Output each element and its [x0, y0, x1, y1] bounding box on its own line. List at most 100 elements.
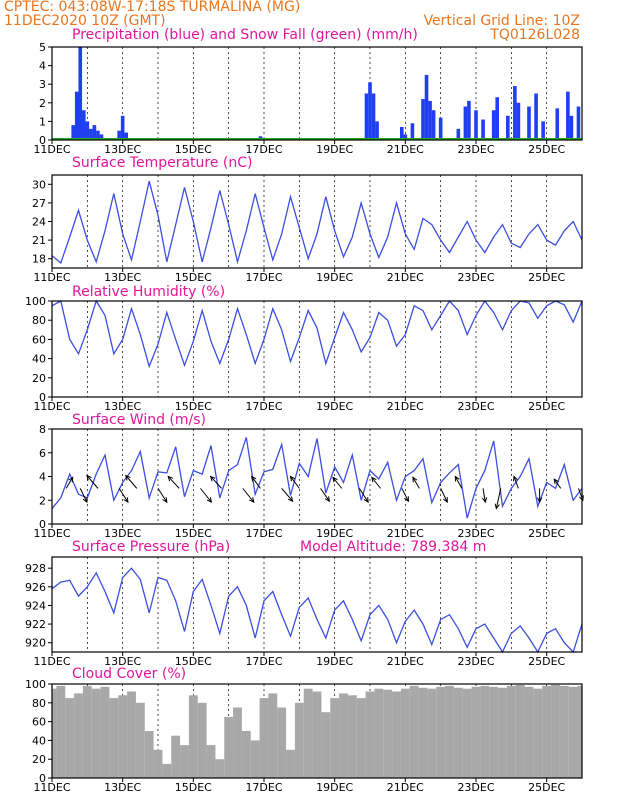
wind-arrow	[454, 476, 463, 489]
cloud-ytick-label: 60	[32, 716, 46, 729]
wind-arrow-head	[363, 497, 369, 504]
temperature-ytick-label: 27	[32, 197, 46, 210]
precip-bar	[71, 125, 75, 140]
wind-arrow-head	[289, 475, 296, 482]
humidity-series-line	[51, 299, 583, 369]
precip-bar	[463, 106, 468, 140]
cloud-frame	[51, 683, 583, 779]
wind-arrow	[513, 476, 519, 489]
wind-arrow-head	[167, 475, 174, 482]
cloud-ytick-label: 80	[32, 697, 46, 710]
wind-arrow	[440, 488, 448, 503]
temperature-ytick-label: 24	[32, 216, 46, 229]
cloud-cover-bar	[568, 686, 578, 778]
wind-arrow	[251, 476, 261, 489]
cloud-cover-bar	[321, 712, 331, 778]
panels: 0 1 2 3 4 5 11DEC 13DEC 15DEC 17DEC 19DEC 21DEC 23DE…	[25, 41, 584, 794]
precip-xtick-label: 25DEC	[528, 143, 565, 156]
pressure-xtick-label: 21DEC	[387, 655, 424, 668]
wind-arrow-head	[206, 497, 213, 504]
precip-bar	[371, 93, 376, 140]
wind-arrow-head	[371, 476, 377, 483]
wind-arrow	[412, 477, 420, 489]
cloud-cover-bar	[188, 695, 198, 778]
precip-bar	[375, 121, 379, 140]
wind-arrow-head	[404, 496, 409, 503]
cloud-cover-bar	[453, 687, 463, 778]
cloud-cover-bar	[515, 684, 525, 778]
humidity-xtick-label: 15DEC	[175, 400, 212, 413]
wind-arrow-head	[553, 478, 559, 485]
cloud-cover-bar	[383, 689, 393, 778]
precip-bar	[513, 86, 517, 140]
humidity-xtick-label: 11DEC	[33, 400, 70, 413]
precip-bar	[569, 115, 574, 140]
wind-arrow-head	[125, 474, 131, 481]
wind-xtick-label: 17DEC	[245, 527, 282, 540]
wind-arrow-head	[68, 476, 74, 483]
cloud-cover-bar	[250, 740, 260, 778]
cloud-cover-bar	[118, 695, 128, 778]
humidity-ytick-label: 20	[32, 372, 46, 385]
pressure-xtick-label: 23DEC	[457, 655, 494, 668]
temperature-frame	[51, 174, 583, 269]
cloud-xtick-label: 21DEC	[387, 781, 424, 794]
humidity-xtick-label: 19DEC	[316, 400, 353, 413]
precip-bar	[534, 93, 538, 140]
precip-bar	[491, 110, 496, 140]
precip-bar	[555, 108, 560, 140]
humidity-xtick-label: 25DEC	[528, 400, 565, 413]
temperature-xtick-label: 11DEC	[33, 271, 70, 284]
wind-arrow	[242, 488, 255, 503]
cloud-cover-bar	[206, 745, 216, 778]
cloud-cover-bar	[365, 691, 375, 778]
wind-arrow	[118, 488, 129, 503]
precip-bar	[82, 110, 86, 140]
precip-ytick-label: 4	[39, 60, 46, 73]
wind-arrow-head	[123, 497, 129, 504]
precip-bar	[400, 126, 404, 140]
wind-arrow-head	[82, 497, 88, 504]
temperature-title: Surface Temperature (nC)	[72, 155, 253, 171]
cloud-cover-bar	[559, 685, 569, 778]
precip-xtick-label: 17DEC	[245, 143, 282, 156]
wind-series-line	[51, 437, 583, 519]
cloud-cover-bar	[294, 702, 304, 778]
wind-ytick-label: 0	[39, 518, 46, 531]
cloud-cover-bar	[498, 687, 507, 778]
pressure-xtick-label: 13DEC	[104, 655, 141, 668]
cloud-cover-bar	[374, 688, 384, 778]
wind-arrow-head	[443, 497, 448, 504]
cloud-xtick-label: 11DEC	[33, 781, 70, 794]
temperature-xtick-label: 15DEC	[175, 271, 212, 284]
cloud-cover-bar	[52, 688, 57, 778]
precip-frame	[51, 46, 583, 141]
wind-arrow-head	[481, 497, 488, 504]
cloud-cover-bar	[418, 687, 428, 778]
header-run-time: 11DEC2020 10Z (GMT)	[4, 13, 166, 29]
precip-bar	[516, 102, 521, 140]
humidity-ytick-label: 60	[32, 333, 46, 346]
cloud-cover-bar	[91, 688, 101, 778]
cloud-cover-bar	[162, 763, 172, 778]
wind-arrow	[401, 488, 409, 502]
humidity-xtick-label: 21DEC	[387, 400, 424, 413]
humidity-ytick-label: 40	[32, 353, 46, 366]
pressure-xtick-label: 25DEC	[528, 655, 565, 668]
wind-arrow-head	[162, 497, 168, 504]
wind-arrow	[281, 488, 294, 502]
wind-arrow-head	[249, 497, 255, 504]
temperature-ytick-label: 21	[32, 234, 46, 247]
wind-arrow	[79, 488, 88, 503]
precip-xtick-label: 23DEC	[457, 143, 494, 156]
cloud-cover-bar	[74, 693, 83, 778]
cloud-cover-bar	[268, 693, 278, 778]
cloud-cover-bar	[436, 686, 446, 778]
model-altitude: Model Altitude: 789.384 m	[300, 539, 486, 555]
cloud-cover-bar	[171, 735, 181, 778]
wind-xtick-label: 11DEC	[33, 527, 70, 540]
header-grid-line: Vertical Grid Line: 10Z	[424, 13, 580, 29]
wind-arrow	[358, 488, 369, 503]
cloud-cover-bar	[347, 695, 357, 778]
